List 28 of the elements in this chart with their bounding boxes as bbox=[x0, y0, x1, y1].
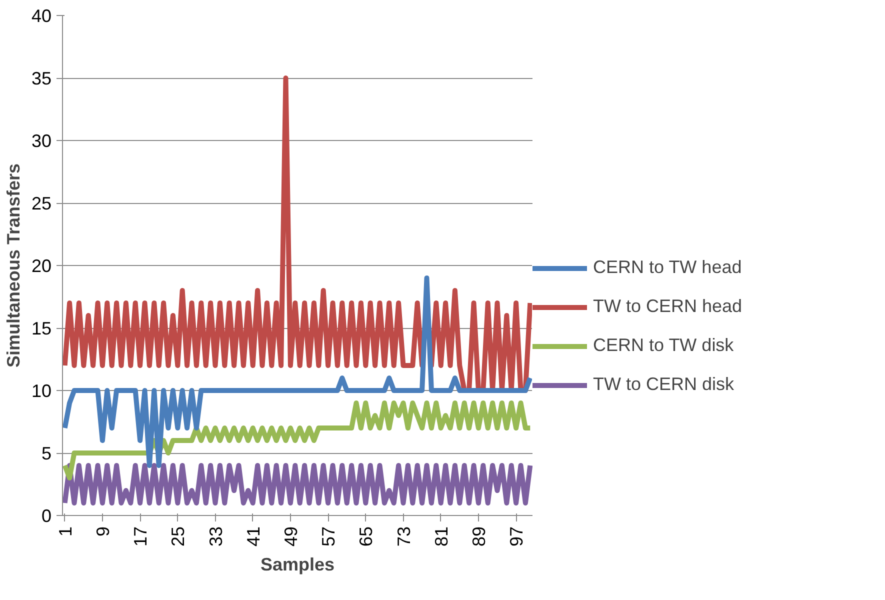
x-tick-label: 65 bbox=[356, 526, 376, 547]
x-tick-label: 25 bbox=[168, 526, 188, 547]
y-tick-label: 40 bbox=[31, 6, 52, 26]
legend-label: TW to CERN head bbox=[593, 296, 742, 317]
x-tick-label: 9 bbox=[92, 526, 113, 537]
x-tick-label: 57 bbox=[318, 526, 339, 547]
x-tick-label: 97 bbox=[506, 526, 527, 547]
x-tick-label: 41 bbox=[243, 526, 264, 547]
x-tick-label: 49 bbox=[280, 526, 301, 547]
x-tick-label: 73 bbox=[394, 526, 414, 547]
y-axis-title: Simultaneous Transfers bbox=[3, 163, 24, 368]
y-tick-label: 5 bbox=[41, 444, 52, 464]
legend-label: CERN to TW disk bbox=[593, 335, 734, 356]
x-tick-label: 1 bbox=[55, 526, 76, 537]
y-tick-label: 15 bbox=[31, 318, 52, 338]
x-tick-label: 17 bbox=[130, 526, 151, 547]
x-tick-label: 81 bbox=[431, 526, 452, 547]
y-tick-label: 0 bbox=[41, 506, 52, 526]
x-tick-label: 33 bbox=[206, 526, 226, 547]
legend-label: CERN to TW head bbox=[593, 257, 742, 278]
legend-label: TW to CERN disk bbox=[593, 374, 734, 395]
y-tick-label: 25 bbox=[31, 194, 52, 214]
x-axis-title: Samples bbox=[260, 554, 335, 575]
y-tick-label: 20 bbox=[31, 256, 52, 276]
y-tick-label: 10 bbox=[31, 381, 52, 401]
y-tick-label: 35 bbox=[31, 68, 52, 88]
x-tick-label: 89 bbox=[468, 526, 489, 547]
y-tick-label: 30 bbox=[31, 131, 52, 151]
